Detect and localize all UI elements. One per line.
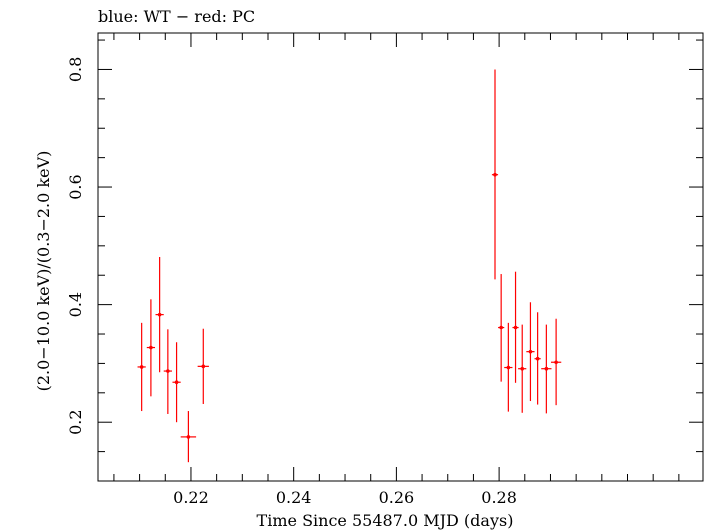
x-tick-label: 0.22 — [173, 488, 209, 507]
data-point — [137, 322, 146, 412]
y-axis-label: (2.0−10.0 keV)/(0.3−2.0 keV) — [34, 151, 53, 392]
point-marker — [201, 364, 206, 369]
point-marker — [139, 365, 144, 369]
point-marker — [493, 172, 497, 177]
plot-frame — [97, 32, 704, 482]
data-point — [512, 271, 519, 383]
point-marker — [499, 325, 503, 330]
point-marker — [535, 356, 540, 361]
x-tick-label: 0.26 — [379, 488, 415, 507]
data-point — [180, 411, 197, 463]
point-marker — [528, 349, 533, 354]
y-tick-label: 0.8 — [66, 57, 85, 82]
x-tick-label: 0.24 — [276, 488, 312, 507]
data-point — [163, 329, 172, 414]
point-marker — [166, 369, 170, 373]
y-tick-label: 0.4 — [66, 292, 85, 317]
data-point — [491, 69, 499, 280]
data-series-red — [137, 69, 562, 463]
point-marker — [513, 325, 518, 330]
point-marker — [544, 366, 549, 371]
y-tick-label: 0.6 — [66, 174, 85, 199]
data-point — [518, 324, 527, 413]
data-point — [146, 299, 156, 397]
data-point — [534, 312, 541, 405]
data-point — [526, 302, 535, 402]
x-axis: 0.22 0.24 0.26 0.28 — [113, 33, 680, 507]
x-tick-label: 0.28 — [481, 488, 517, 507]
point-marker — [174, 380, 179, 385]
point-marker — [506, 365, 511, 370]
point-marker — [157, 312, 162, 317]
y-axis: 0.2 0.4 0.6 0.8 — [66, 39, 703, 482]
y-tick-label: 0.2 — [66, 409, 85, 434]
data-point — [541, 324, 552, 414]
data-point — [172, 342, 181, 423]
data-point — [155, 257, 164, 373]
data-point — [504, 322, 513, 412]
point-marker — [554, 360, 558, 365]
point-marker — [520, 366, 525, 371]
point-marker — [149, 345, 153, 350]
x-axis-label: Time Since 55487.0 MJD (days) — [257, 511, 514, 530]
data-point — [550, 318, 562, 406]
data-point — [197, 328, 209, 404]
point-marker — [186, 435, 191, 439]
chart-title: blue: WT − red: PC — [98, 7, 255, 26]
data-point — [498, 274, 505, 382]
